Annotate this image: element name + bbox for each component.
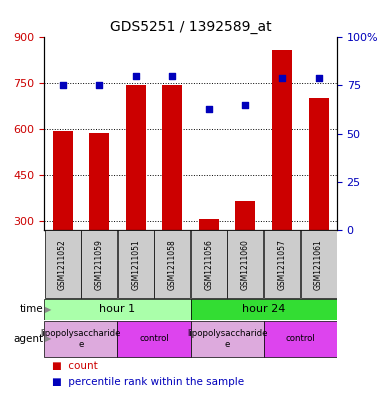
Text: time: time [20, 305, 44, 314]
Text: ▶: ▶ [45, 334, 52, 343]
Bar [264, 321, 337, 357]
Text: GSM1211058: GSM1211058 [168, 239, 177, 290]
Bar [117, 321, 191, 357]
Point [96, 82, 102, 88]
Point [316, 75, 322, 81]
Text: GSM1211052: GSM1211052 [58, 239, 67, 290]
Bar [118, 230, 154, 298]
Text: hour 1: hour 1 [99, 305, 136, 314]
Text: GSM1211051: GSM1211051 [131, 239, 140, 290]
Bar [235, 201, 256, 230]
Bar [44, 299, 191, 320]
Bar [52, 130, 73, 230]
Bar [45, 230, 80, 298]
Text: GSM1211059: GSM1211059 [95, 239, 104, 290]
Text: ▶: ▶ [45, 305, 52, 314]
Text: GSM1211060: GSM1211060 [241, 239, 250, 290]
Text: lipopolysaccharide
e: lipopolysaccharide e [40, 329, 121, 349]
Text: GSM1211057: GSM1211057 [278, 239, 286, 290]
Bar [272, 50, 292, 230]
Title: GDS5251 / 1392589_at: GDS5251 / 1392589_at [110, 20, 271, 33]
Bar [308, 99, 329, 230]
Text: ■  percentile rank within the sample: ■ percentile rank within the sample [52, 376, 244, 387]
Text: ■  count: ■ count [52, 361, 98, 371]
Point [132, 73, 139, 79]
Bar [191, 321, 264, 357]
Point [206, 105, 212, 112]
Text: control: control [285, 334, 315, 343]
Text: GSM1211056: GSM1211056 [204, 239, 213, 290]
Bar [191, 299, 337, 320]
Point [243, 101, 249, 108]
Bar [89, 133, 109, 230]
Bar [199, 219, 219, 230]
Bar [44, 321, 117, 357]
Bar [228, 230, 263, 298]
Point [169, 73, 176, 79]
Bar [264, 230, 300, 298]
Bar [191, 230, 227, 298]
Text: lipopolysaccharide
e: lipopolysaccharide e [187, 329, 268, 349]
Bar [126, 85, 146, 230]
Text: agent: agent [13, 334, 44, 344]
Bar [81, 230, 117, 298]
Point [279, 75, 285, 81]
Point [59, 82, 65, 88]
Bar [301, 230, 336, 298]
Text: hour 24: hour 24 [242, 305, 285, 314]
Text: GSM1211061: GSM1211061 [314, 239, 323, 290]
Bar [154, 230, 190, 298]
Text: control: control [139, 334, 169, 343]
Bar [162, 85, 182, 230]
